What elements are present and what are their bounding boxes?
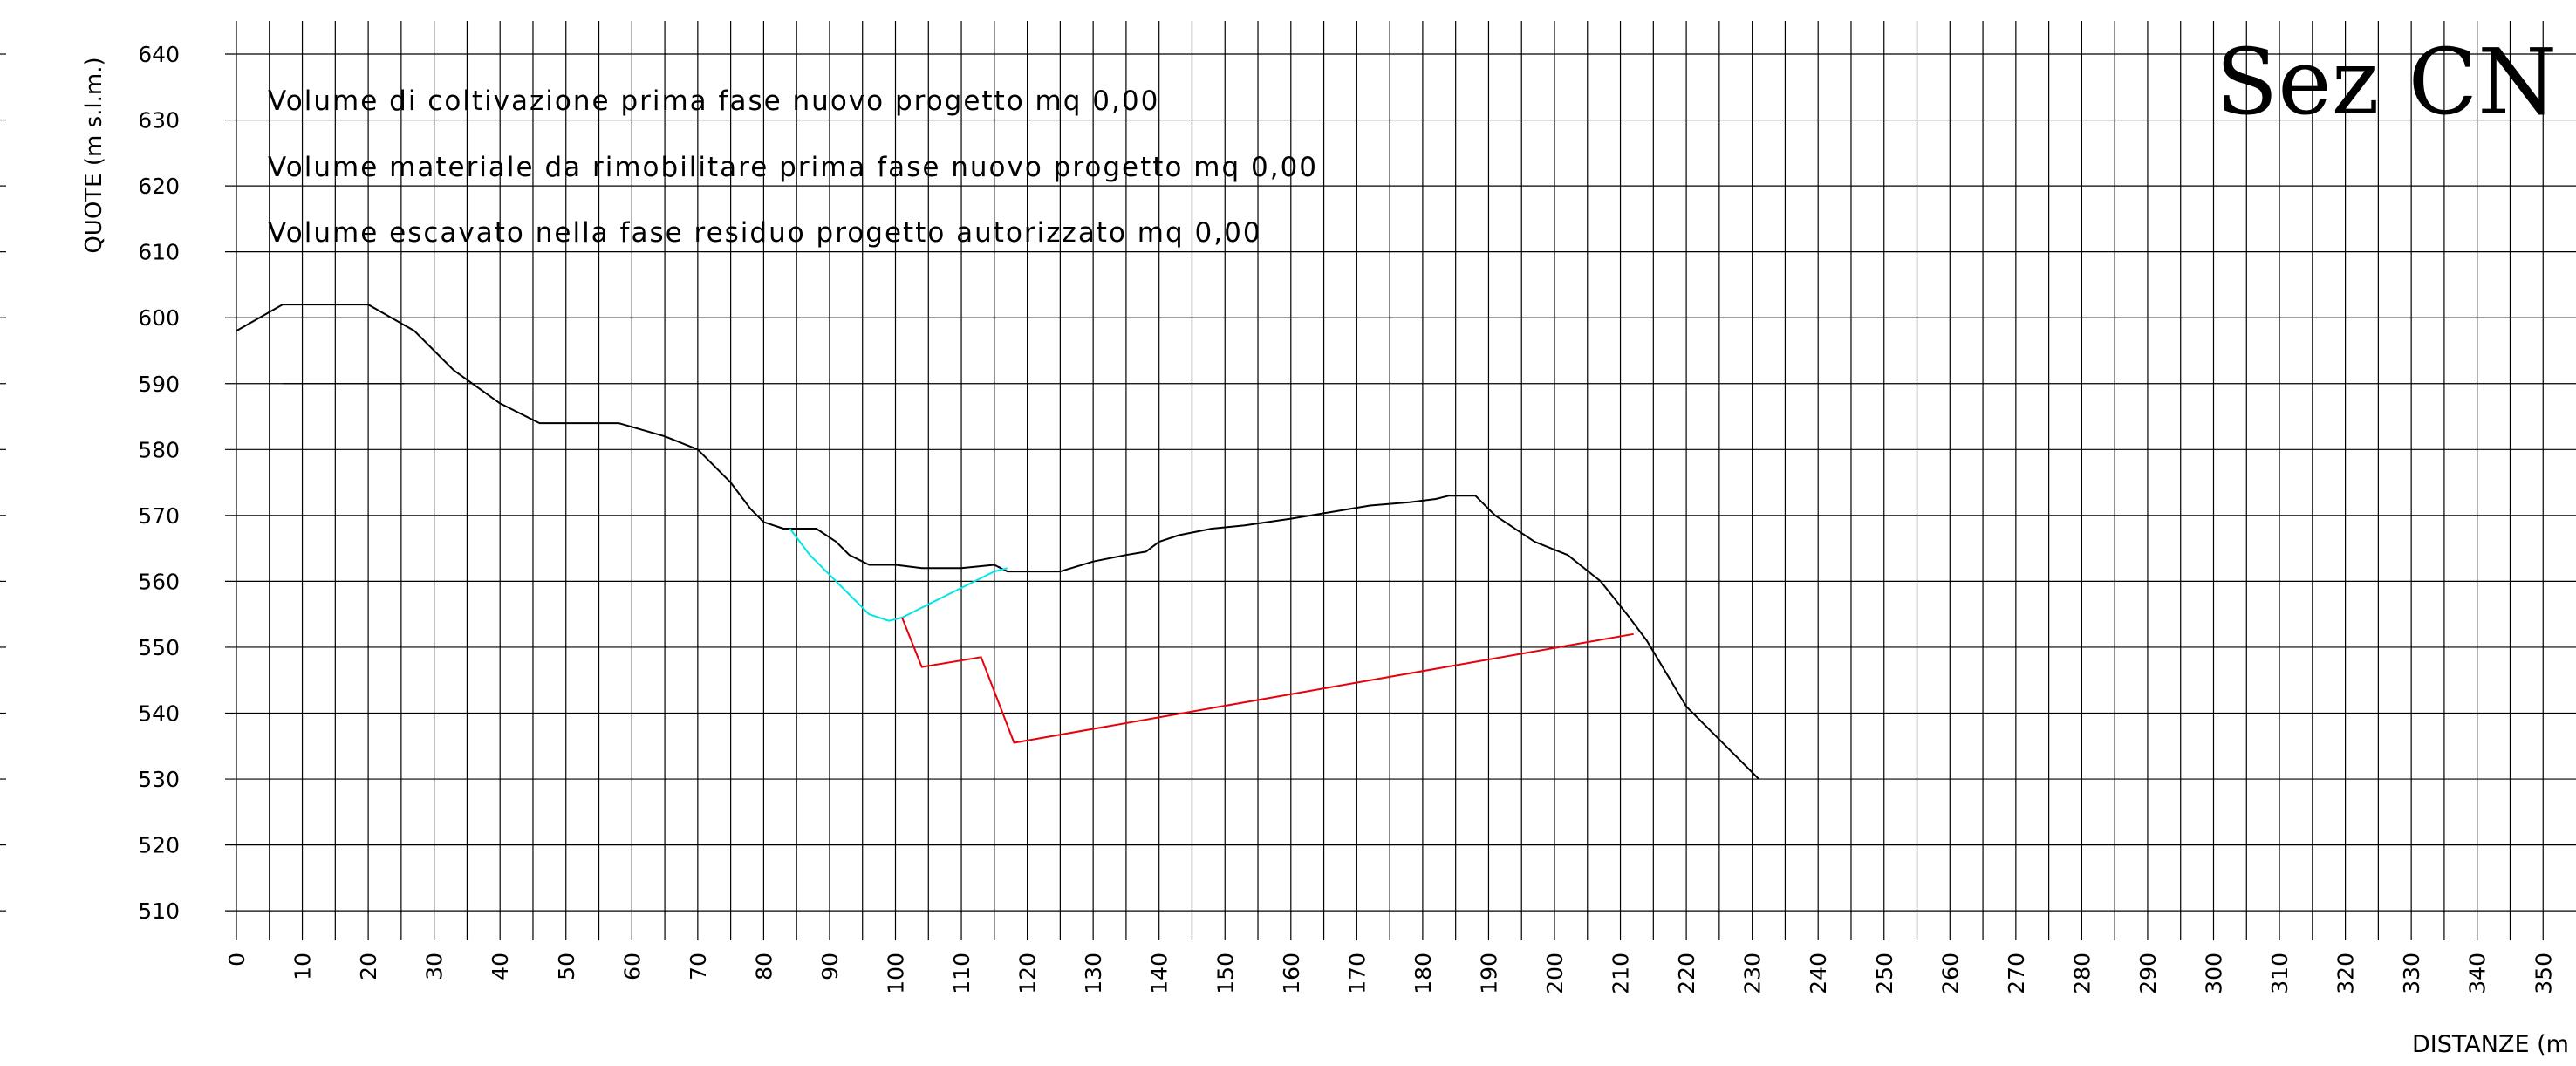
x-tick-label: 50 — [554, 953, 579, 981]
x-tick-label: 20 — [356, 953, 381, 981]
ticks: 5105205305405505605705805906006106206306… — [0, 42, 2556, 994]
x-tick-label: 300 — [2202, 953, 2227, 994]
y-tick-label: 540 — [138, 701, 180, 727]
x-tick-label: 270 — [2004, 953, 2029, 994]
x-tick-label: 220 — [1674, 953, 1699, 994]
x-tick-label: 0 — [224, 953, 249, 967]
x-tick-label: 100 — [884, 953, 909, 994]
x-tick-label: 180 — [1411, 953, 1436, 994]
y-tick-label: 520 — [138, 833, 180, 858]
y-axis-title: QUOTE (m s.l.m.) — [81, 57, 107, 253]
x-tick-label: 350 — [2531, 953, 2556, 994]
x-tick-label: 140 — [1147, 953, 1172, 994]
x-tick-label: 90 — [817, 953, 843, 981]
series — [236, 304, 1759, 780]
x-tick-label: 260 — [1937, 953, 1963, 994]
x-tick-label: 210 — [1609, 953, 1634, 994]
annotation-remobilized-volume: Volume materiale da rimobilitare prima f… — [268, 152, 1318, 183]
x-tick-label: 30 — [422, 953, 448, 981]
y-tick-label: 580 — [138, 437, 180, 462]
y-tick-label: 510 — [138, 899, 180, 924]
series-line-1 — [789, 528, 1008, 622]
x-tick-label: 150 — [1213, 953, 1238, 994]
y-tick-label: 610 — [138, 240, 180, 265]
x-tick-label: 110 — [949, 953, 974, 994]
x-tick-label: 230 — [1740, 953, 1766, 994]
labels: QUOTE (m s.l.m.) DISTANZE (m Sez CN 2 Vo… — [81, 29, 2576, 1058]
y-tick-label: 620 — [138, 174, 180, 199]
y-tick-label: 570 — [138, 503, 180, 529]
y-tick-label: 630 — [138, 108, 180, 133]
x-tick-label: 290 — [2135, 953, 2161, 994]
chart-title: Sez CN 2 — [2216, 29, 2576, 135]
y-tick-label: 590 — [138, 372, 180, 397]
x-tick-label: 160 — [1279, 953, 1304, 994]
series-line-2 — [901, 617, 1634, 744]
y-tick-label: 530 — [138, 767, 180, 792]
x-axis-title: DISTANZE (m — [2412, 1031, 2569, 1058]
x-tick-label: 280 — [2069, 953, 2094, 994]
x-tick-label: 240 — [1806, 953, 1831, 994]
x-tick-label: 80 — [751, 953, 776, 981]
x-tick-label: 340 — [2465, 953, 2491, 994]
x-tick-label: 310 — [2267, 953, 2292, 994]
y-tick-label: 560 — [138, 569, 180, 594]
x-tick-label: 10 — [290, 953, 316, 981]
annotation-cultivation-volume: Volume di coltivazione prima fase nuovo … — [268, 85, 1159, 117]
x-tick-label: 330 — [2399, 953, 2424, 994]
x-tick-label: 120 — [1015, 953, 1041, 994]
x-tick-label: 60 — [619, 953, 645, 981]
y-tick-label: 640 — [138, 42, 180, 67]
x-tick-label: 70 — [686, 953, 711, 981]
annotation-excavated-volume: Volume escavato nella fase residuo proge… — [268, 217, 1262, 249]
x-tick-label: 170 — [1344, 953, 1370, 994]
x-tick-label: 130 — [1081, 953, 1106, 994]
y-tick-label: 550 — [138, 635, 180, 660]
x-tick-label: 200 — [1542, 953, 1568, 994]
x-tick-label: 250 — [1872, 953, 1897, 994]
grid — [225, 21, 2576, 940]
series-line-0 — [236, 304, 1759, 780]
x-tick-label: 320 — [2333, 953, 2359, 994]
x-tick-label: 40 — [488, 953, 513, 981]
x-tick-label: 190 — [1476, 953, 1501, 994]
y-tick-label: 600 — [138, 305, 180, 331]
